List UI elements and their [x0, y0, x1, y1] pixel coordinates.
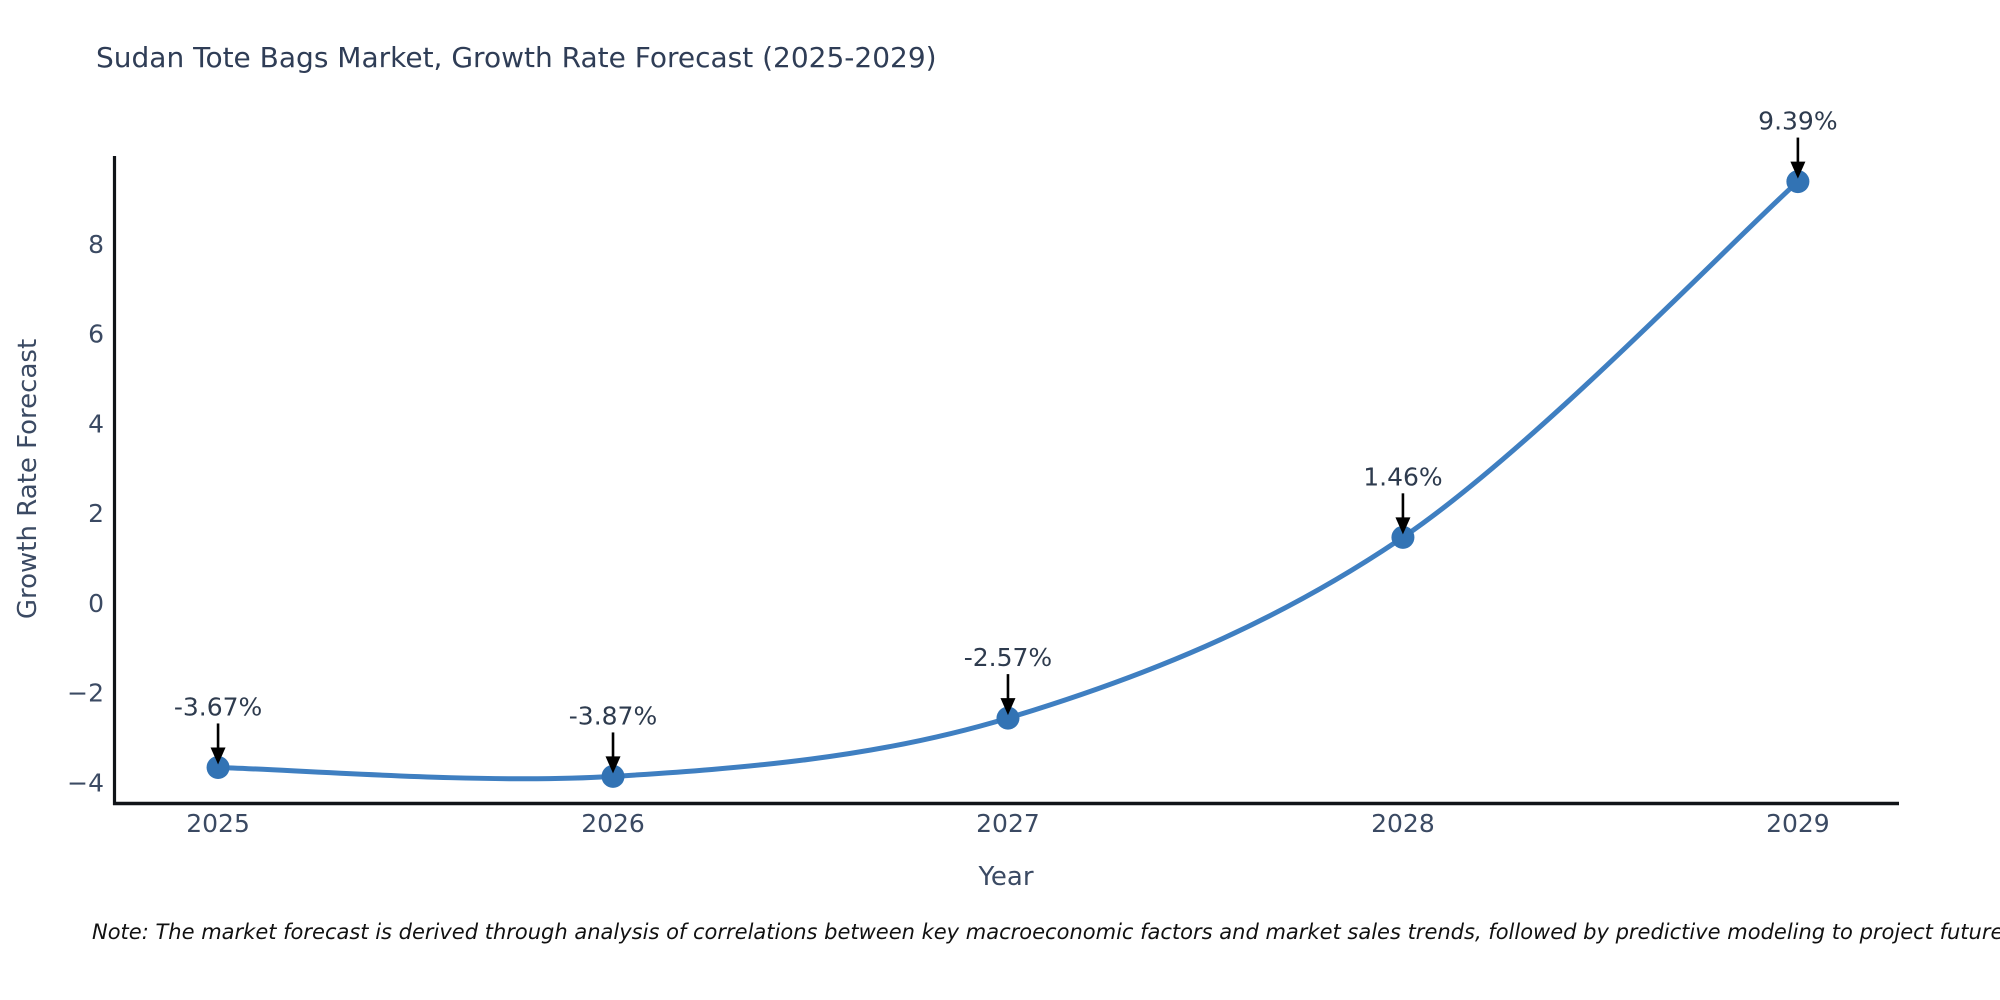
- annotation-arrowhead-icon: [1395, 517, 1411, 535]
- x-tick-label: 2029: [1766, 809, 1830, 838]
- annotation-arrowhead-icon: [1790, 161, 1806, 179]
- data-point-marker: [601, 764, 625, 788]
- y-tick-label: 6: [88, 320, 104, 349]
- annotation-arrowhead-icon: [1000, 698, 1016, 716]
- point-annotation: 9.39%: [1758, 107, 1838, 179]
- chart-title: Sudan Tote Bags Market, Growth Rate Fore…: [96, 41, 937, 74]
- data-point-marker: [996, 706, 1020, 730]
- y-tick-label: −4: [67, 768, 104, 797]
- point-annotation: 1.46%: [1363, 462, 1443, 535]
- point-annotation: -2.57%: [964, 643, 1052, 716]
- series-layer: [206, 170, 1810, 788]
- y-tick-label: 8: [88, 230, 104, 259]
- point-annotation-label: -3.87%: [569, 701, 657, 730]
- point-annotation-label: -3.67%: [174, 692, 262, 721]
- series-line: [215, 179, 1801, 782]
- point-annotation-label: 1.46%: [1363, 462, 1442, 491]
- y-tick-label: 4: [88, 409, 104, 438]
- x-tick-label: 2027: [976, 809, 1040, 838]
- x-tick-label: 2026: [581, 809, 645, 838]
- data-point-marker: [1786, 170, 1810, 194]
- data-point-marker: [206, 755, 230, 779]
- point-annotation: -3.87%: [569, 701, 657, 774]
- annotation-arrowhead-icon: [605, 756, 621, 774]
- x-axis-title: Year: [977, 862, 1033, 892]
- y-tick-label: 0: [88, 589, 104, 618]
- point-annotation: -3.67%: [174, 692, 262, 765]
- annotations-layer: -3.67% -3.87% -2.57% 1.46% 9.39%: [174, 107, 1838, 774]
- axes-layer: [112, 156, 1899, 806]
- y-axis-title: Growth Rate Forecast: [13, 339, 43, 619]
- x-tick-label: 2025: [186, 809, 250, 838]
- data-point-marker: [1391, 525, 1415, 549]
- y-tick-label: 2: [88, 499, 104, 528]
- ticks-layer: 8 6 4 2 0 −2 −4 2025 2026 2027 2028 2029: [67, 230, 1830, 838]
- footnote: Note: The market forecast is derived thr…: [92, 920, 2000, 944]
- annotation-arrowhead-icon: [210, 747, 226, 765]
- point-annotation-label: 9.39%: [1758, 107, 1837, 136]
- x-tick-label: 2028: [1371, 809, 1435, 838]
- y-tick-label: −2: [67, 679, 104, 708]
- point-annotation-label: -2.57%: [964, 643, 1052, 672]
